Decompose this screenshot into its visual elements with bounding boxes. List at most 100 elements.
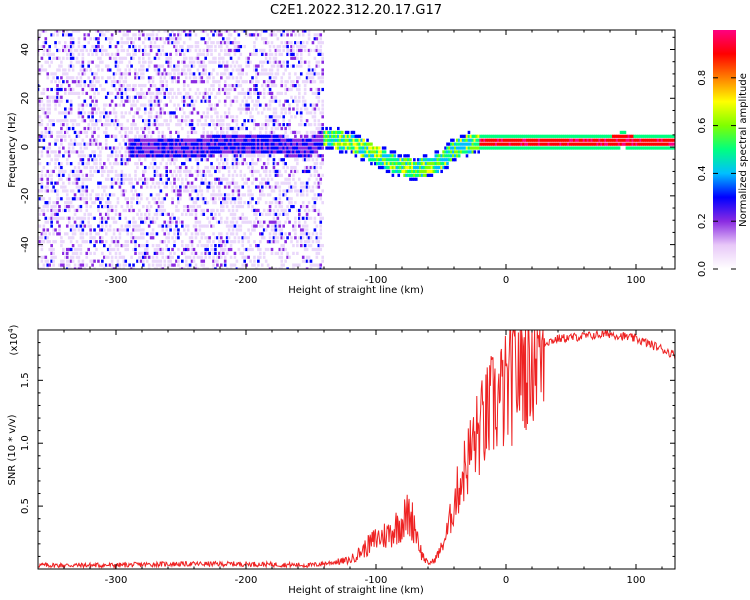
spectrogram-cell xyxy=(64,33,67,37)
spectrogram-cell xyxy=(103,228,106,232)
spectrogram-cell xyxy=(454,146,457,150)
spectrogram-cell xyxy=(69,60,73,64)
spectrogram-cell xyxy=(420,173,424,177)
spectrogram-cell xyxy=(268,48,272,53)
spectrogram-cell xyxy=(46,263,50,267)
spectrogram-cell xyxy=(64,185,67,189)
spectrogram-cell xyxy=(276,162,280,166)
spectrogram-cell xyxy=(95,99,98,103)
spectrogram-cell xyxy=(319,33,323,37)
spectrogram-cell xyxy=(438,154,441,158)
spectrogram-cell xyxy=(485,138,488,142)
spectrogram-cell xyxy=(132,220,135,224)
spectrogram-cell xyxy=(212,255,215,259)
spectrogram-cell xyxy=(223,134,227,138)
spectrogram-cell xyxy=(122,33,126,37)
spectrogram-cell xyxy=(407,173,410,177)
spectrogram-cell xyxy=(416,162,420,166)
spectrogram-cell xyxy=(208,154,211,158)
spectrogram-cell xyxy=(284,220,287,224)
spectrogram-cell xyxy=(214,197,217,201)
spectrogram-cell xyxy=(278,103,282,107)
spectrogram-cell xyxy=(247,165,250,170)
spectrogram-cell xyxy=(292,44,295,49)
spectrogram-cell xyxy=(81,232,85,236)
spectrogram-cell xyxy=(155,103,159,107)
spectrogram-cell xyxy=(313,197,317,201)
spectrogram-cell xyxy=(112,123,116,127)
spectrogram-cell xyxy=(190,181,194,185)
spectrogram-cell xyxy=(233,236,237,240)
spectrogram-cell xyxy=(282,33,285,37)
spectrogram-cell xyxy=(177,30,180,33)
spectrogram-cell xyxy=(75,84,79,88)
spectrogram-cell xyxy=(62,48,65,53)
spectrogram-cell xyxy=(175,158,178,162)
spectrogram-cell xyxy=(487,134,490,138)
spectrogram-cell xyxy=(114,138,118,142)
spectrogram-cell xyxy=(198,169,202,174)
spectrogram-cell xyxy=(151,107,155,111)
spectrogram-cell xyxy=(303,243,307,248)
spectrogram-cell xyxy=(40,247,44,252)
spectrogram-cell xyxy=(48,44,51,49)
spectrogram-cell xyxy=(221,130,225,135)
spectrogram-cell xyxy=(104,232,108,236)
spectrogram-cell xyxy=(87,142,90,146)
spectrogram-cell xyxy=(138,146,141,150)
spectrogram-cell xyxy=(140,236,143,240)
spectrogram-cell xyxy=(313,204,317,209)
spectrogram-cell xyxy=(99,30,102,33)
spectrogram-cell xyxy=(120,224,124,228)
spectrogram-cell xyxy=(229,41,233,45)
spectrogram-cell xyxy=(79,204,83,209)
spectrogram-cell xyxy=(149,91,153,96)
spectrogram-cell xyxy=(311,204,315,209)
spectrogram-cell xyxy=(138,91,141,96)
spectrogram-cell xyxy=(173,33,176,37)
spectrogram-cell xyxy=(231,48,235,53)
spectrogram-cell xyxy=(249,33,252,37)
spectrogram-cell xyxy=(415,173,418,177)
spectrogram-cell xyxy=(56,201,59,205)
spectrogram-cell xyxy=(167,138,170,142)
spectrogram-cell xyxy=(81,263,85,267)
spectrogram-cell xyxy=(186,103,190,107)
spectrogram-cell xyxy=(182,68,186,72)
spectrogram-cell xyxy=(225,91,229,96)
spectrogram-cell xyxy=(218,56,221,60)
spectrogram-cell xyxy=(323,138,326,142)
spectrogram-cell xyxy=(165,60,168,64)
spectrogram-cell xyxy=(44,30,48,33)
spectrogram-cell xyxy=(50,150,53,154)
spectrogram-cell xyxy=(40,134,44,138)
spectrogram-cell xyxy=(399,158,402,162)
spectrogram-cell xyxy=(208,251,211,255)
spectrogram-cell xyxy=(64,68,67,72)
spectrogram-cell xyxy=(97,91,100,96)
spectrogram-cell xyxy=(60,197,63,201)
spectrogram-cell xyxy=(171,158,174,162)
spectrogram-cell xyxy=(214,56,217,60)
spectrogram-cell xyxy=(416,158,420,162)
spectrogram-cell xyxy=(124,173,128,177)
spectrogram-cell xyxy=(106,201,110,205)
spectrogram-cell xyxy=(110,37,114,41)
spectrogram-cell xyxy=(202,111,206,115)
spectrogram-cell xyxy=(533,142,537,146)
spectrogram-cell xyxy=(64,111,67,115)
spectrogram-cell xyxy=(204,201,207,205)
spectrogram-cell xyxy=(268,204,272,209)
spectrogram-cell xyxy=(218,185,221,189)
spectrogram-cell xyxy=(399,165,402,170)
spectrogram-cell xyxy=(241,142,245,146)
spectrogram-cell xyxy=(274,240,278,244)
spectrogram-cell xyxy=(38,37,40,41)
spectrogram-cell xyxy=(278,189,282,193)
spectrogram-cell xyxy=(278,44,282,49)
spectrogram-cell xyxy=(245,30,248,33)
spectrogram-cell xyxy=(122,255,126,259)
spectrogram-cell xyxy=(260,30,264,33)
spectrogram-cell xyxy=(206,247,209,252)
spectrogram-cell xyxy=(255,201,258,205)
